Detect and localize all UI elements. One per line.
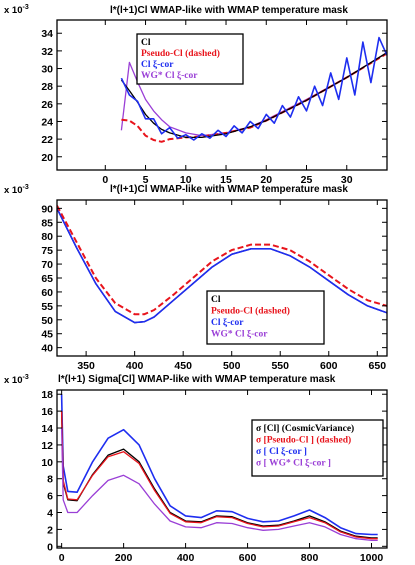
- y-tick-label: 30: [41, 64, 53, 76]
- x-tick-label: 10: [180, 174, 192, 186]
- y-tick-label: 28: [41, 81, 53, 93]
- y-tick-label: 12: [41, 440, 53, 452]
- y-tick-label: 80: [41, 231, 53, 243]
- legend-entry: Pseudo-Cl (dashed): [141, 48, 220, 59]
- y-tick-label: 2: [47, 524, 53, 536]
- series-group: [57, 205, 387, 324]
- x-tick-label: 0: [59, 552, 65, 564]
- y-tick-label: 70: [41, 259, 53, 271]
- y-tick-label: 14: [41, 423, 53, 435]
- legend-entry: WG* Cl ξ-cor: [141, 70, 198, 81]
- x-tick-label: 400: [177, 552, 195, 564]
- y-tick-label: 22: [41, 134, 53, 146]
- y-tick-label: 24: [41, 116, 53, 128]
- legend-entry: σ [Pseudo-Cl ] (dashed): [256, 435, 351, 446]
- x-tick-label: 25: [301, 174, 313, 186]
- series-line-blue: [57, 208, 387, 324]
- legend-entry: σ [Cl] (CosmicVariance): [256, 423, 354, 434]
- x-tick-label: 500: [223, 360, 241, 372]
- y-tick-label: 34: [41, 28, 53, 40]
- x-tick-label: 0: [102, 174, 108, 186]
- y-tick-label: 8: [47, 474, 53, 486]
- legend-box: [206, 290, 325, 345]
- legend-entry: Cl: [141, 38, 151, 48]
- series-line-blue: [120, 36, 387, 141]
- y-tick-label: 45: [41, 329, 53, 341]
- chart-panel-3: l*(l+1) Sigma[Cl] WMAP-like with WMAP te…: [4, 374, 388, 564]
- legend-entry: Cl: [211, 295, 221, 305]
- legend-entry: WG* Cl ξ-cor: [211, 329, 268, 340]
- x-tick-label: 5: [143, 174, 149, 186]
- legend-entry: Cl ξ-cor: [141, 59, 174, 70]
- y-tick-label: 16: [41, 406, 53, 418]
- x-tick-label: 15: [220, 174, 232, 186]
- y-tick-label: 32: [41, 46, 53, 58]
- y-tick-label: 4: [47, 508, 53, 520]
- series-line-blue: [60, 394, 378, 536]
- y-tick-label: 60: [41, 287, 53, 299]
- y-tick-label: 50: [41, 315, 53, 327]
- series-group: [60, 394, 378, 542]
- x-tick-label: 400: [126, 360, 144, 372]
- x-tick-label: 450: [174, 360, 192, 372]
- x-tick-label: 550: [271, 360, 289, 372]
- series-group: [120, 36, 387, 143]
- series-line-red: [60, 411, 378, 540]
- legend-entry: σ [ WG* Cl ξ-cor ]: [256, 458, 331, 469]
- chart-panel-1: l*(l+1)Cl WMAP-like with WMAP temperatur…: [4, 4, 388, 186]
- axis-scale-label: x 10-3: [4, 4, 29, 16]
- legend-entry: σ [ Cl ξ-cor ]: [256, 446, 307, 457]
- axis-scale-exponent: -3: [23, 374, 29, 381]
- axis-scale-exponent: -3: [23, 4, 29, 11]
- y-tick-label: 6: [47, 491, 53, 503]
- y-tick-label: 55: [41, 301, 53, 313]
- x-tick-label: 800: [301, 552, 319, 564]
- axis-scale-label: x 10-3: [4, 374, 29, 386]
- y-tick-label: 26: [41, 99, 53, 111]
- y-tick-label: 65: [41, 273, 53, 285]
- y-tick-label: 10: [41, 457, 53, 469]
- series-line-red: [57, 205, 387, 316]
- x-tick-label: 200: [115, 552, 133, 564]
- y-tick-label: 20: [41, 152, 53, 164]
- axis-scale-exponent: -3: [23, 184, 29, 191]
- x-tick-label: 1000: [360, 552, 384, 564]
- x-tick-label: 600: [320, 360, 338, 372]
- chart-panel-2: l*(l+1)Cl WMAP-like with WMAP temperatur…: [4, 184, 388, 372]
- y-tick-label: 85: [41, 217, 53, 229]
- chart-title: l*(l+1) Sigma[Cl] WMAP-like with WMAP te…: [58, 374, 336, 385]
- axis-scale-label: x 10-3: [4, 184, 29, 196]
- legend: σ [Cl] (CosmicVariance)σ [Pseudo-Cl ] (d…: [251, 419, 384, 477]
- legend-box: [136, 33, 244, 85]
- legend-box: [251, 419, 384, 477]
- x-tick-label: 20: [260, 174, 272, 186]
- x-tick-label: 650: [369, 360, 387, 372]
- y-tick-label: 75: [41, 245, 53, 257]
- x-tick-label: 30: [341, 174, 353, 186]
- x-tick-label: 600: [239, 552, 257, 564]
- chart-title: l*(l+1)Cl WMAP-like with WMAP temperatur…: [110, 184, 348, 195]
- x-tick-label: 350: [77, 360, 95, 372]
- legend-entry: Pseudo-Cl (dashed): [211, 306, 290, 317]
- y-tick-label: 40: [41, 343, 53, 355]
- series-line-purple: [60, 427, 378, 542]
- y-tick-label: 18: [41, 389, 53, 401]
- chart-title: l*(l+1)Cl WMAP-like with WMAP temperatur…: [110, 5, 348, 16]
- legend-entry: Cl ξ-cor: [211, 317, 244, 328]
- plot-frame: [56, 19, 388, 171]
- plot-frame: [56, 389, 388, 549]
- y-tick-label: 0: [47, 541, 53, 553]
- y-tick-label: 90: [41, 203, 53, 215]
